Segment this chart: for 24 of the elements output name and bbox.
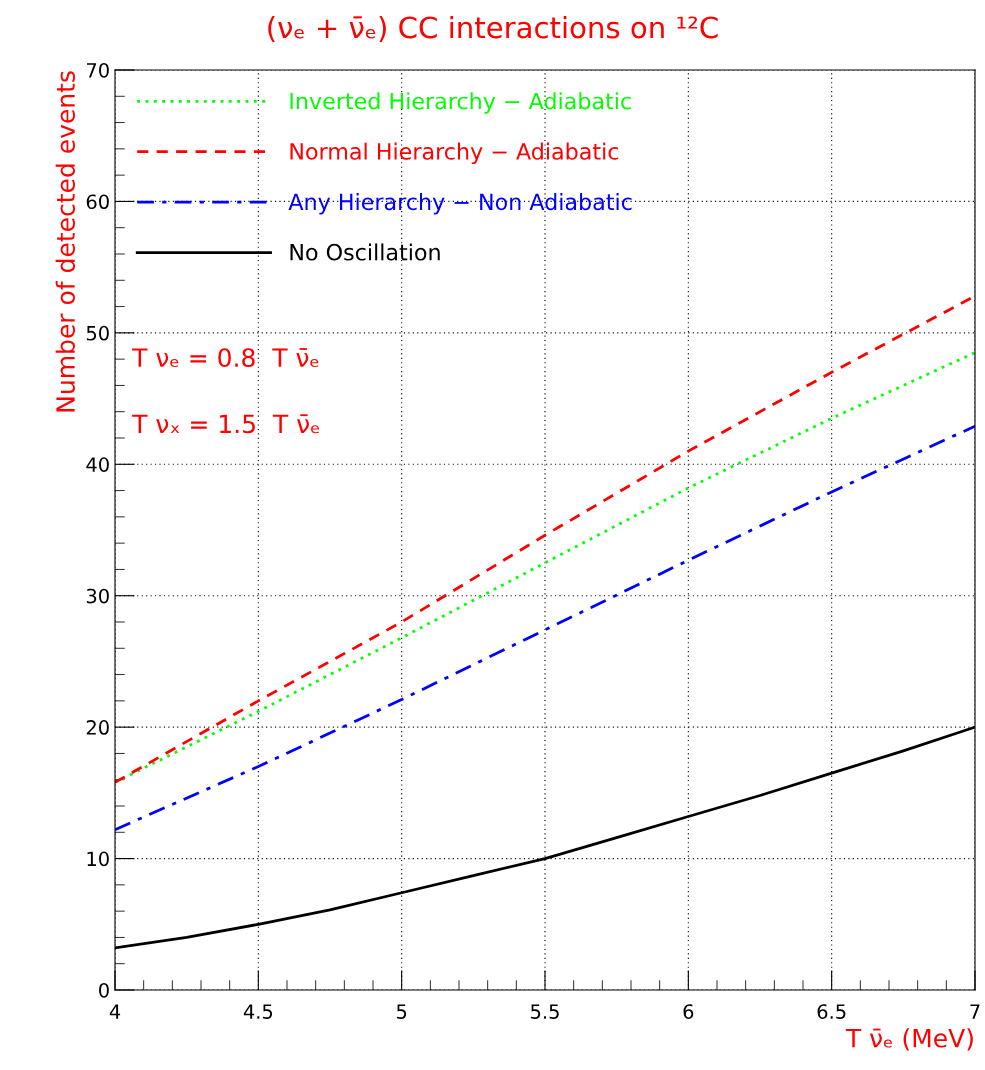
y-tick-label: 50 (86, 325, 109, 341)
chart-title: (νₑ + ν̄ₑ) CC interactions on ¹²C (268, 15, 718, 42)
x-tick-label: 5 (396, 1004, 407, 1019)
y-tick-label: 70 (86, 62, 109, 78)
y-tick-label: 30 (86, 588, 109, 604)
y-tick-label: 20 (86, 720, 109, 735)
text: Any Hierarchy − Non Adiabatic (288, 193, 632, 215)
x-axis-title: T ν̄ₑ (MeV) (845, 1028, 973, 1051)
y-tick-label: 60 (86, 194, 109, 210)
text: Normal Hierarchy − Adiabatic (290, 142, 619, 165)
y-tick-label: 0 (99, 982, 109, 998)
x-tick-label: 5.5 (531, 1004, 559, 1019)
y-tick-label: 40 (86, 457, 109, 472)
text: No Oscillation (290, 243, 440, 261)
x-tick-label: 4.5 (243, 1004, 273, 1019)
y-tick-label: 10 (87, 851, 109, 867)
y-axis-title: Number of detected events (55, 71, 75, 412)
x-tick-label: 4 (109, 1004, 121, 1019)
annotation: T νₓ = 1.5 T ν̄ₑ (132, 414, 320, 434)
annotation: T νₑ = 0.8 T ν̄ₑ (132, 348, 319, 368)
x-tick-label: 6 (683, 1004, 694, 1019)
text: Inverted Hierarchy − Adiabatic (290, 92, 631, 114)
x-tick-label: 7 (970, 1004, 980, 1019)
x-tick-label: 6.5 (817, 1004, 846, 1019)
